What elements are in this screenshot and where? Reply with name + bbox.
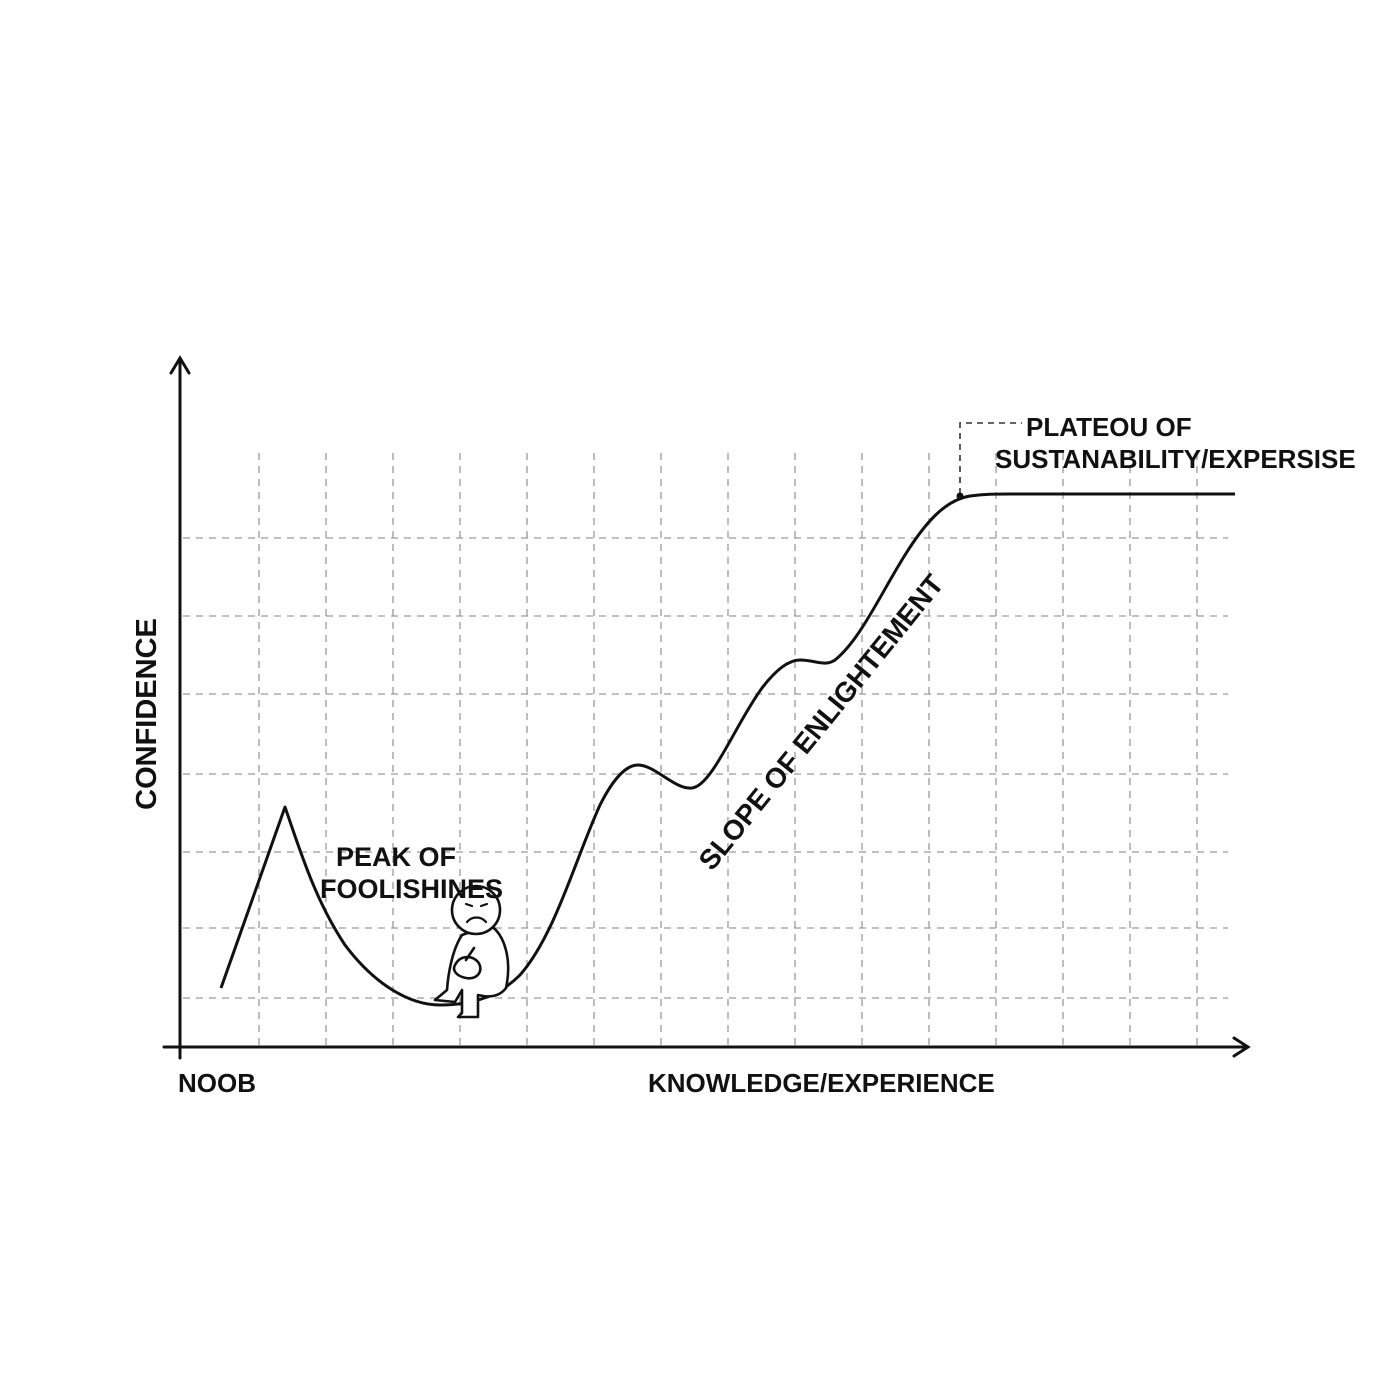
grid-lines xyxy=(183,453,1228,1045)
plateau-marker-dot xyxy=(956,492,964,500)
plateau-label-line2: SUSTANABILITY/EXPERSISE xyxy=(995,444,1356,474)
plateau-label-line1: PLATEOU OF xyxy=(1026,412,1192,442)
peak-label-line1: PEAK OF xyxy=(336,842,456,872)
x-axis-label: KNOWLEDGE/EXPERIENCE xyxy=(648,1068,995,1098)
peak-label-line2: FOOLISHINES xyxy=(320,874,503,904)
axes xyxy=(162,355,1251,1060)
slope-label: SLOPE OF ENLIGHTEMENT xyxy=(693,569,950,876)
y-axis-arrow-icon xyxy=(169,355,191,375)
y-axis-label: CONFIDENCE xyxy=(131,618,163,810)
plateau-leader xyxy=(959,422,1022,494)
origin-label: NOOB xyxy=(178,1068,256,1098)
confidence-curve xyxy=(219,492,1235,1007)
x-axis-arrow-icon xyxy=(1232,1036,1251,1058)
sad-figure-icon xyxy=(433,884,510,1019)
